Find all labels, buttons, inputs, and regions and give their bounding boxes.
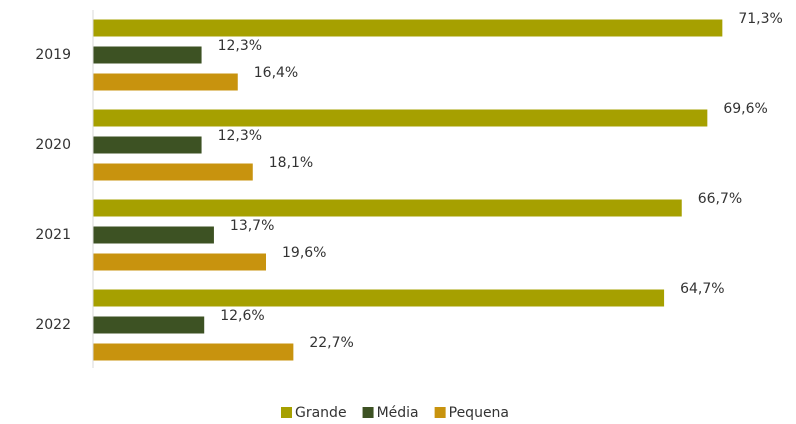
value-label: 12,3%	[218, 38, 262, 54]
value-label: 12,6%	[220, 308, 264, 324]
value-label: 16,4%	[254, 65, 298, 81]
bar	[93, 109, 708, 127]
value-label: 19,6%	[282, 245, 326, 261]
legend: Grande Média Pequena	[281, 405, 509, 421]
value-label: 13,7%	[230, 218, 274, 234]
value-label: 12,3%	[218, 128, 262, 144]
value-label: 18,1%	[269, 155, 313, 171]
value-label: 69,6%	[723, 101, 767, 117]
value-label: 64,7%	[680, 281, 724, 297]
value-label: 22,7%	[309, 335, 353, 351]
bar	[93, 163, 253, 181]
legend-label: Média	[377, 405, 419, 421]
bar	[93, 289, 665, 307]
bar	[93, 46, 202, 64]
bar	[93, 136, 202, 154]
bar	[93, 199, 682, 217]
y-tick-label: 2020	[35, 137, 71, 153]
bar	[93, 19, 723, 37]
legend-swatch	[281, 407, 292, 418]
value-label: 66,7%	[698, 191, 742, 207]
legend-swatch	[362, 407, 374, 418]
bar	[93, 253, 267, 271]
y-tick-label: 2021	[35, 227, 71, 243]
bar	[93, 73, 238, 91]
bar	[93, 316, 205, 334]
y-tick-label: 2019	[35, 47, 71, 63]
legend-swatch	[434, 407, 446, 418]
bar	[93, 343, 294, 361]
legend-label: Pequena	[449, 405, 509, 421]
legend-label: Grande	[295, 405, 347, 421]
value-label: 71,3%	[738, 11, 782, 27]
bar	[93, 226, 214, 244]
y-tick-label: 2022	[35, 317, 71, 333]
